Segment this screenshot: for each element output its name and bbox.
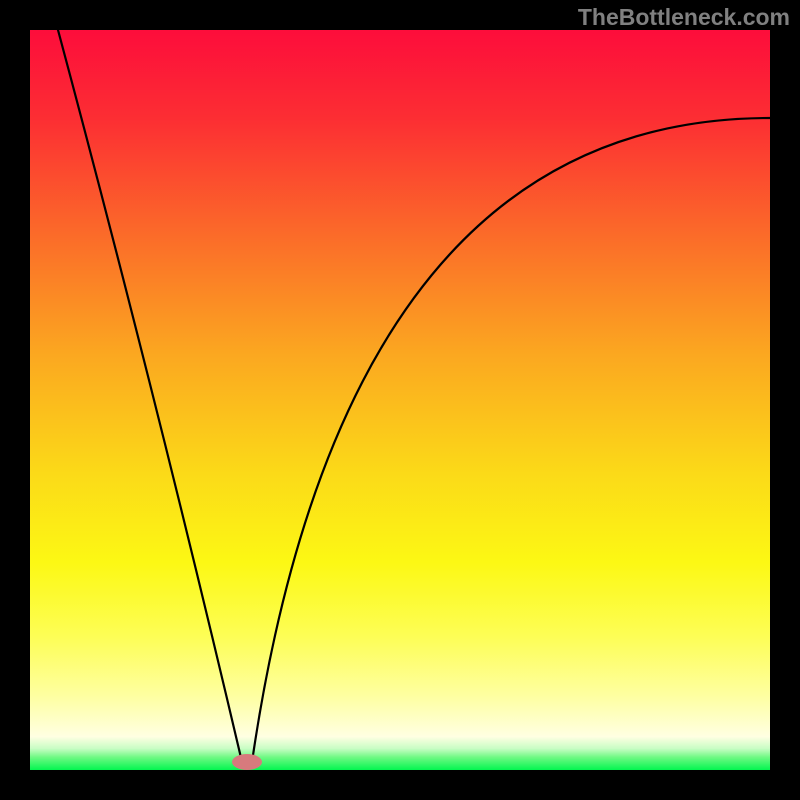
watermark-text: TheBottleneck.com	[578, 4, 790, 31]
bottleneck-chart	[0, 0, 800, 800]
chart-container: TheBottleneck.com	[0, 0, 800, 800]
plot-background	[30, 30, 770, 770]
vertex-marker	[232, 754, 262, 770]
